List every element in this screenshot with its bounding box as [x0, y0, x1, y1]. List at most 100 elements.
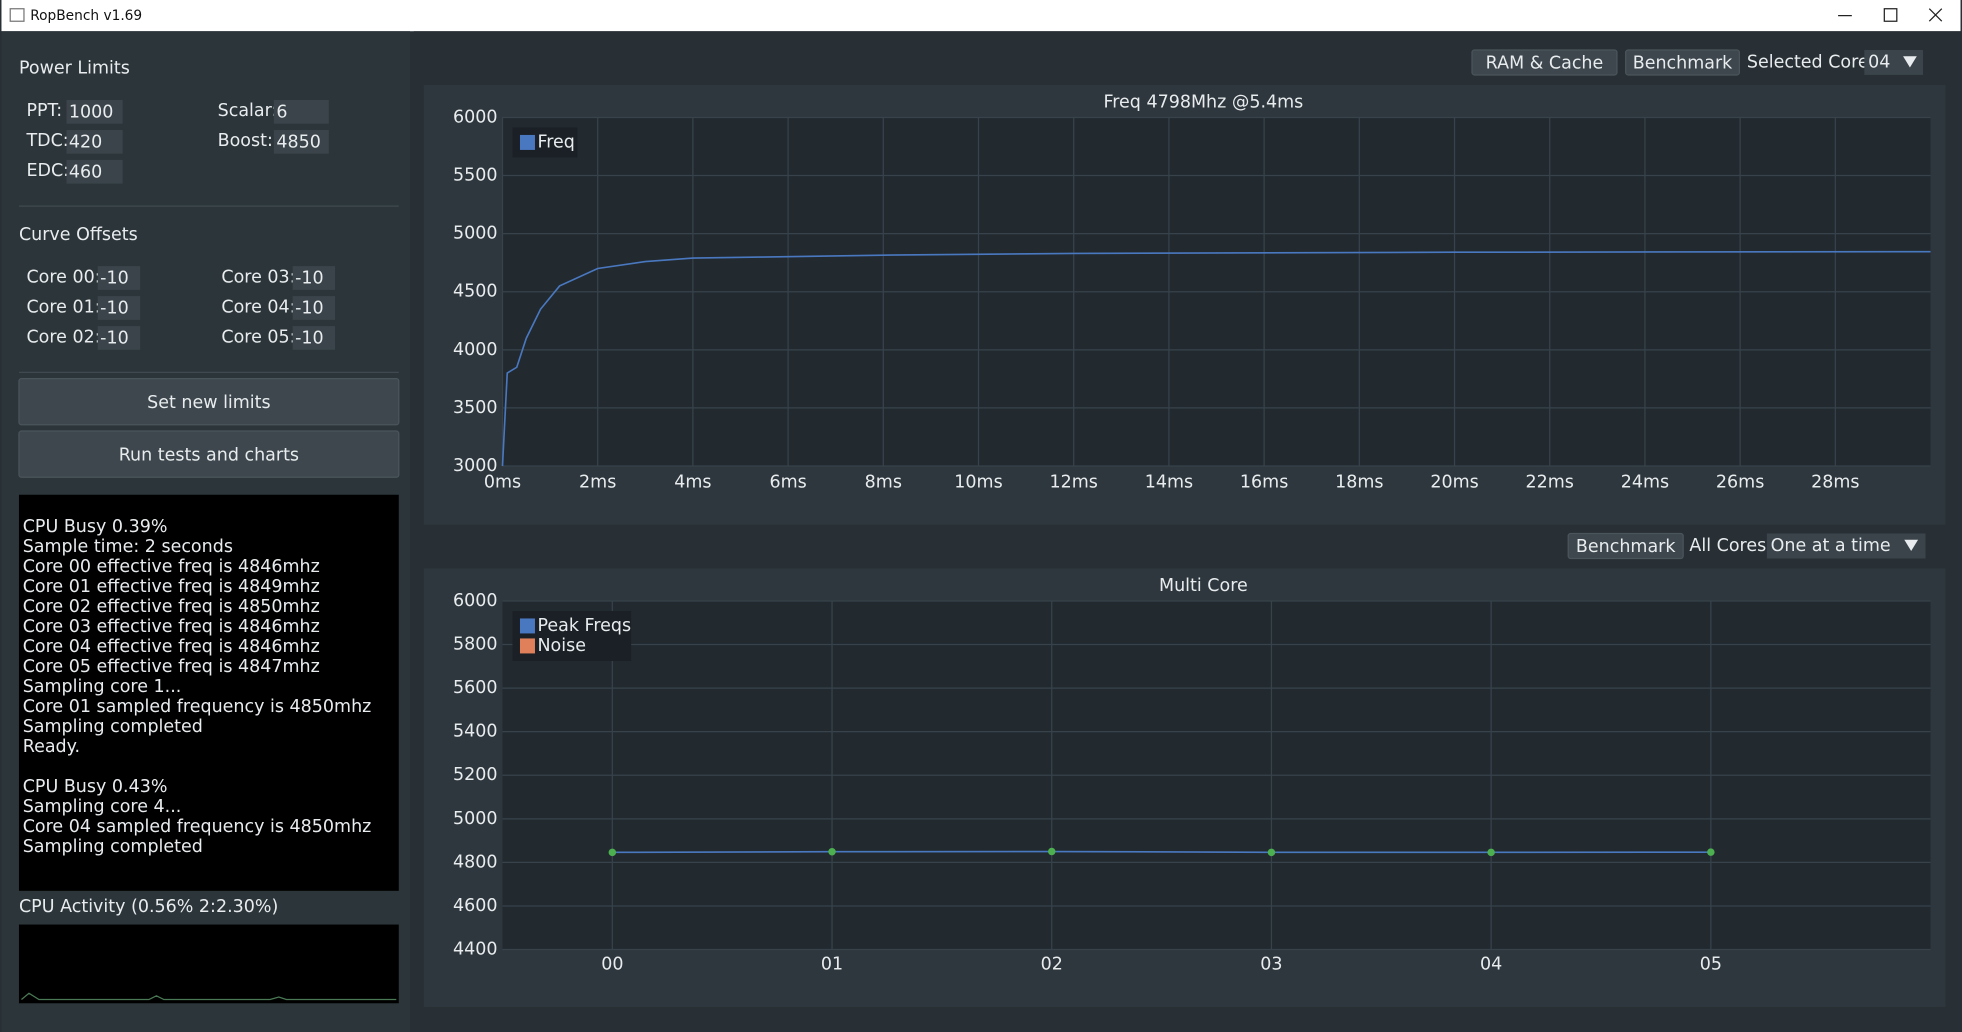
- button-label: Set new limits: [147, 393, 271, 413]
- data-point: [1707, 848, 1715, 856]
- field-label: Core 01:: [26, 297, 100, 317]
- button[interactable]: [18, 377, 400, 426]
- log-line: Core 02 effective freq is 4850mhz: [23, 597, 320, 617]
- x-tick-label: 2ms: [579, 472, 616, 492]
- cpu-activity-label: CPU Activity (0.56% 2:2.30%): [19, 897, 278, 917]
- dropdown[interactable]: [1766, 533, 1926, 559]
- data-point: [1487, 848, 1495, 857]
- log-line: Ready.: [23, 737, 80, 757]
- y-tick-label: 5800: [453, 635, 498, 655]
- legend-swatch: [519, 134, 535, 150]
- field-label: Core 00:: [26, 267, 100, 287]
- input-field[interactable]: [292, 266, 336, 290]
- log-line: Core 04 sampled frequency is 4850mhz: [23, 817, 372, 837]
- field-label: PPT:: [26, 101, 62, 121]
- y-tick-label: 4600: [453, 896, 498, 916]
- chart-title: Freq 4798Mhz @5.4ms: [1103, 92, 1303, 112]
- input-field[interactable]: [97, 266, 141, 290]
- input-field[interactable]: [97, 296, 141, 320]
- field-label: Core 05:: [221, 327, 295, 347]
- close-button[interactable]: [1928, 8, 1943, 22]
- input-field[interactable]: [292, 326, 336, 350]
- maximize-button[interactable]: [1883, 8, 1898, 22]
- log-line: Sampling core 1...: [23, 677, 182, 697]
- legend-swatch: [519, 638, 535, 654]
- section-heading: Power Limits: [19, 59, 130, 79]
- y-tick-label: 4500: [453, 282, 498, 302]
- input-field[interactable]: [273, 129, 329, 154]
- y-tick-label: 5400: [453, 722, 498, 742]
- log-line: Core 01 sampled frequency is 4850mhz: [23, 697, 372, 717]
- data-point: [608, 848, 617, 857]
- dropdown[interactable]: [1864, 49, 1924, 75]
- y-tick-label: 4000: [453, 340, 498, 360]
- input-value: -10: [295, 269, 324, 289]
- field-label: Scalar:: [218, 101, 278, 121]
- input-value: 420: [69, 132, 102, 152]
- x-tick-label: 26ms: [1716, 472, 1764, 492]
- y-tick-label: 5200: [453, 765, 498, 785]
- button-label: Run tests and charts: [119, 445, 299, 465]
- dropdown-arrow: [1903, 56, 1917, 68]
- x-tick-label: 04: [1480, 955, 1502, 975]
- x-tick-label: 4ms: [674, 472, 711, 492]
- y-tick-label: 4800: [453, 852, 498, 872]
- app-icon: [9, 8, 25, 22]
- input-field[interactable]: [66, 129, 123, 154]
- data-point: [1267, 848, 1276, 857]
- legend-label: Noise: [537, 636, 586, 656]
- field-label: TDC:: [25, 131, 68, 151]
- x-tick-label: 8ms: [865, 472, 902, 492]
- log-line: Core 01 effective freq is 4849mhz: [23, 577, 320, 597]
- input-field[interactable]: [66, 159, 123, 184]
- field-label: Boost:: [218, 131, 273, 151]
- x-tick-label: 01: [821, 955, 843, 975]
- title-bar: [1, 0, 1961, 32]
- log-line: Sampling core 4...: [23, 797, 182, 817]
- button[interactable]: [1625, 49, 1741, 76]
- log-line: Sample time: 2 seconds: [23, 537, 233, 557]
- input-field[interactable]: [273, 99, 329, 124]
- x-tick-label: 02: [1041, 955, 1063, 975]
- section-heading: Curve Offsets: [19, 225, 138, 245]
- dropdown-value: 04: [1868, 52, 1890, 72]
- x-tick-label: 20ms: [1430, 472, 1478, 492]
- legend-label: Peak Freqs: [537, 616, 631, 636]
- y-tick-label: 5500: [453, 166, 498, 186]
- y-tick-label: 5600: [453, 678, 498, 698]
- y-tick-label: 3500: [453, 398, 498, 418]
- field-label: Core 04:: [221, 297, 295, 317]
- cpu-activity-line: [21, 992, 397, 1001]
- dropdown-value: One at a time: [1771, 536, 1891, 556]
- x-tick-label: 14ms: [1145, 472, 1193, 492]
- input-value: -10: [100, 269, 129, 289]
- legend-swatch: [519, 618, 535, 634]
- button[interactable]: [1567, 532, 1684, 560]
- y-tick-label: 3000: [453, 456, 498, 476]
- x-tick-label: 22ms: [1526, 472, 1574, 492]
- cpu-activity-graph: [18, 924, 399, 1004]
- data-point: [828, 847, 836, 856]
- input-value: 1000: [69, 102, 114, 122]
- button[interactable]: [18, 430, 400, 478]
- input-field[interactable]: [292, 296, 336, 320]
- input-value: -10: [100, 299, 129, 319]
- y-tick-label: 4400: [453, 940, 498, 960]
- x-tick-label: 05: [1700, 955, 1722, 975]
- input-field[interactable]: [97, 326, 141, 350]
- log-line: Core 03 effective freq is 4846mhz: [23, 617, 320, 637]
- x-tick-label: 10ms: [954, 472, 1002, 492]
- log-line: Core 00 effective freq is 4846mhz: [23, 557, 320, 577]
- input-field[interactable]: [66, 99, 123, 124]
- x-tick-label: 00: [601, 955, 623, 975]
- y-tick-label: 5000: [453, 224, 498, 244]
- log-line: CPU Busy 0.39%: [23, 517, 168, 537]
- button[interactable]: [1471, 49, 1618, 76]
- log-line: CPU Busy 0.43%: [23, 777, 168, 797]
- x-tick-label: 16ms: [1240, 472, 1288, 492]
- freq-line: [501, 250, 1931, 467]
- input-value: 4850: [276, 132, 321, 152]
- x-tick-label: 28ms: [1811, 472, 1859, 492]
- x-tick-label: 6ms: [769, 472, 806, 492]
